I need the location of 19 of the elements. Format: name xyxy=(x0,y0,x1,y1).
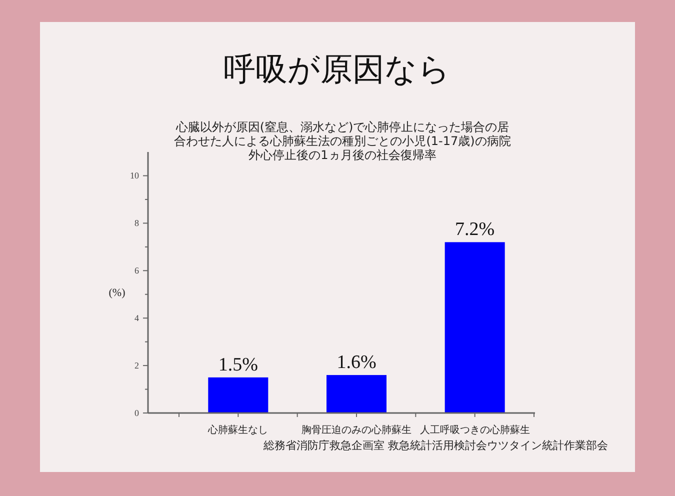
y-tick-label: 2 xyxy=(134,360,139,371)
x-tick-label: 心肺蘇生なし xyxy=(207,424,268,436)
y-tick-label: 6 xyxy=(134,266,140,276)
y-axis-title: (%) xyxy=(108,287,126,299)
bar xyxy=(326,375,386,413)
y-tick-label: 0 xyxy=(134,408,140,418)
bar xyxy=(208,377,268,413)
x-tick-label: 人工呼吸つきの心肺蘇生 xyxy=(420,424,530,436)
bar xyxy=(444,242,505,413)
data-label: 1.6% xyxy=(336,352,376,374)
x-tick-label: 胸骨圧迫のみの心肺蘇生 xyxy=(302,424,412,436)
data-label: 7.2% xyxy=(455,219,495,240)
y-tick-label: 8 xyxy=(134,218,140,228)
chart-subtitle: 心臓以外が原因(窒息、溺水など)で心肺停止になった場合の居合わせた人による心肺蘇生法の種別ごとの小児(1-17歳)の病院外心停止後の1ヵ月後の社会復帰率 xyxy=(173,120,512,162)
y-tick-label: 10 xyxy=(130,170,140,181)
data-label: 1.5% xyxy=(218,354,258,376)
y-tick-label: 4 xyxy=(134,313,140,324)
text: 総務省消防庁救急企画室 救急統計活用検討会ウツタイン統計作業部会 xyxy=(262,439,608,452)
chart-title: 呼吸が原因なら xyxy=(224,50,450,88)
